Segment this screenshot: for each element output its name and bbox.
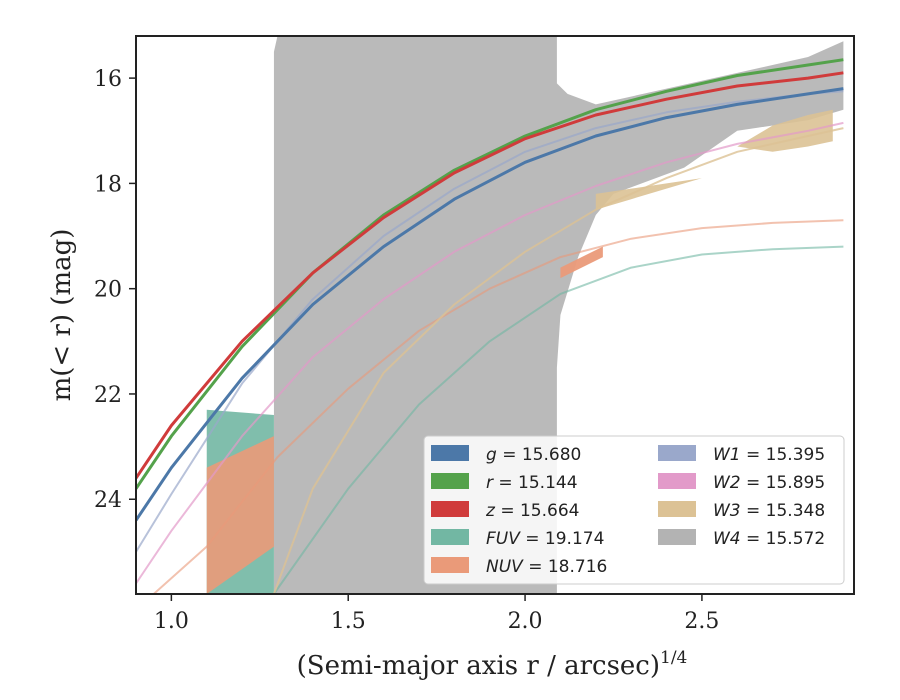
g-legend-label: g = 15.680 bbox=[486, 445, 581, 465]
z-legend-swatch bbox=[431, 501, 469, 517]
x-tick-label: 2.5 bbox=[684, 609, 719, 634]
plot-frame bbox=[135, 35, 855, 595]
z-curve bbox=[136, 71, 844, 480]
nuv-legend-label: NUV = 18.716 bbox=[486, 557, 607, 577]
fuv-legend-swatch bbox=[431, 529, 469, 545]
y-tick-label: 24 bbox=[94, 488, 122, 513]
w4-band-0 bbox=[273, 36, 844, 594]
legend-box bbox=[423, 435, 845, 585]
x-tick-label: 1.5 bbox=[331, 609, 366, 634]
r-curve bbox=[136, 58, 844, 490]
z-legend-label: z = 15.664 bbox=[485, 501, 579, 521]
y-axis: 16 18 20 22 24 bbox=[94, 67, 136, 513]
w4-legend-swatch bbox=[658, 529, 696, 545]
w3-legend-label: W3 = 15.348 bbox=[713, 501, 825, 521]
x-axis: 1.0 1.5 2.0 2.5 bbox=[154, 594, 719, 634]
y-tick-label: 18 bbox=[94, 172, 122, 197]
nuv-curve bbox=[153, 219, 844, 594]
nuv-segment-4 bbox=[560, 246, 603, 279]
y-axis-label: m(< r) (mag) bbox=[47, 229, 77, 402]
nuv-legend-swatch bbox=[431, 557, 469, 573]
x-axis-label: (Semi-major axis r / arcsec)1/4 bbox=[297, 648, 688, 681]
x-tick-label: 1.0 bbox=[154, 609, 189, 634]
curves-layer bbox=[136, 58, 844, 594]
w1-legend-label: W1 = 15.395 bbox=[713, 445, 825, 465]
y-tick-label: 20 bbox=[94, 278, 122, 303]
w3-band-1 bbox=[595, 109, 833, 210]
fuv-legend-label: FUV = 19.174 bbox=[486, 529, 604, 549]
x-axis-label-exponent: 1/4 bbox=[660, 648, 687, 668]
y-tick-label: 16 bbox=[94, 67, 122, 92]
w1-curve bbox=[136, 90, 844, 553]
nuv-band-3 bbox=[206, 436, 274, 594]
legend: g = 15.680 r = 15.144 z = 15.664 FUV = 19.1… bbox=[423, 435, 845, 585]
w2-legend-swatch bbox=[658, 473, 696, 489]
w2-curve bbox=[136, 121, 844, 585]
g-curve bbox=[136, 87, 844, 522]
w3-legend-swatch bbox=[658, 501, 696, 517]
w4-legend-label: W4 = 15.572 bbox=[713, 529, 825, 549]
g-legend-swatch bbox=[431, 445, 469, 461]
r-legend-label: r = 15.144 bbox=[486, 473, 578, 493]
w2-legend-label: W2 = 15.895 bbox=[713, 473, 825, 493]
x-tick-label: 2.0 bbox=[508, 609, 543, 634]
w1-legend-swatch bbox=[658, 445, 696, 461]
fuv-curve bbox=[273, 245, 844, 594]
w3-curve bbox=[272, 127, 844, 594]
y-tick-label: 22 bbox=[94, 383, 122, 408]
bands-layer bbox=[206, 36, 844, 594]
r-legend-swatch bbox=[431, 473, 469, 489]
